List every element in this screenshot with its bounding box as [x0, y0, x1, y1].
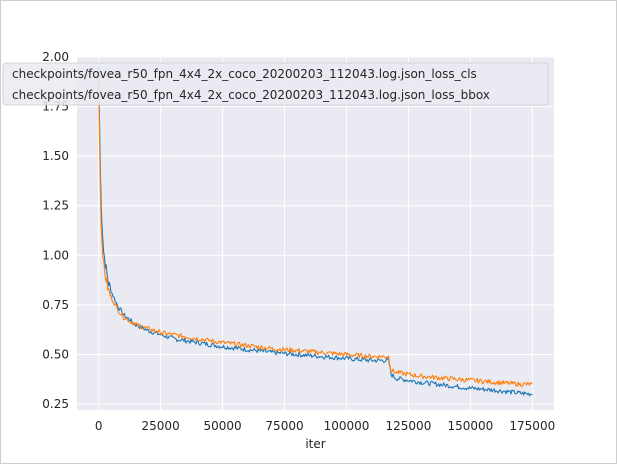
- x-tick-label: 0: [95, 419, 103, 433]
- x-axis-label: iter: [305, 437, 325, 451]
- x-tick-label: 50000: [203, 419, 241, 433]
- x-axis-ticks: 0 25000 50000 75000 100000 125000 150000 175000: [95, 419, 555, 433]
- y-tick-label: 0.25: [42, 397, 69, 411]
- x-tick-label: 100000: [324, 419, 370, 433]
- x-tick-label: 25000: [142, 419, 180, 433]
- legend: checkpoints/fovea_r50_fpn_4x4_2x_coco_20…: [2, 62, 549, 106]
- y-tick-label: 1.50: [42, 149, 69, 163]
- y-tick-label: 0.75: [42, 298, 69, 312]
- series-layer: [98, 66, 533, 397]
- series-line-0: [98, 66, 533, 397]
- y-tick-label: 1.25: [42, 199, 69, 213]
- legend-entry: checkpoints/fovea_r50_fpn_4x4_2x_coco_20…: [12, 67, 477, 81]
- y-tick-label: 1.00: [42, 248, 69, 262]
- plot-area: [77, 57, 554, 410]
- y-axis-ticks: 0.250.500.751.001.251.501.752.00: [42, 50, 69, 411]
- x-tick-label: 125000: [386, 419, 432, 433]
- y-tick-label: 2.00: [42, 50, 69, 64]
- series-line-1: [98, 76, 533, 388]
- legend-entry: checkpoints/fovea_r50_fpn_4x4_2x_coco_20…: [12, 88, 490, 102]
- legend-box: [2, 62, 549, 106]
- x-tick-label: 150000: [447, 419, 493, 433]
- x-tick-label: 175000: [509, 419, 555, 433]
- x-tick-label: 75000: [265, 419, 303, 433]
- y-tick-label: 0.50: [42, 347, 69, 361]
